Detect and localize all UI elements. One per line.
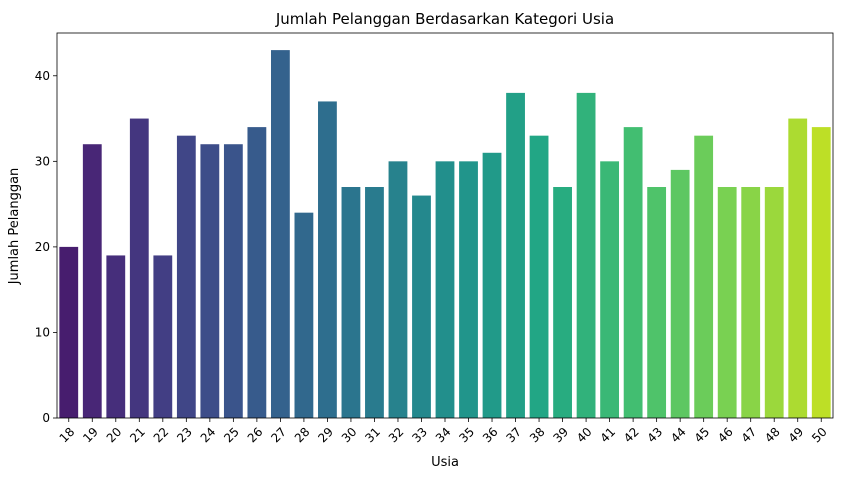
x-tick-label: 46	[715, 425, 736, 446]
bar-48	[764, 187, 784, 418]
x-tick-label: 38	[527, 425, 548, 446]
bar-30	[341, 187, 361, 418]
x-tick-label: 24	[198, 425, 219, 446]
x-tick-label: 19	[80, 425, 101, 446]
x-tick-label: 41	[597, 425, 618, 446]
x-axis-ticks: 18 19 20 21 22 23 24 25 26 27 28 29 30 31 32 33 34 35 36 37…	[57, 418, 830, 445]
x-tick-label: 33	[409, 425, 430, 446]
x-tick-label: 32	[386, 425, 407, 446]
x-tick-label: 45	[692, 425, 713, 446]
bar-33	[412, 195, 431, 418]
x-axis-label: Usia	[431, 455, 459, 470]
bar-40	[576, 92, 596, 418]
bar-27	[270, 50, 290, 419]
bar-23	[176, 135, 196, 419]
bar-50	[811, 127, 831, 419]
x-tick-label: 23	[174, 425, 195, 446]
x-tick-label: 25	[221, 425, 242, 446]
bar-47	[741, 187, 761, 418]
bar-29	[318, 101, 337, 418]
y-tick-label: 40	[35, 69, 50, 83]
bar-39	[553, 187, 572, 418]
y-tick-label: 30	[35, 154, 50, 168]
bar-19	[82, 144, 102, 418]
bar-44	[670, 169, 690, 418]
bar-38	[529, 135, 549, 419]
x-tick-label: 30	[339, 425, 360, 446]
x-tick-label: 22	[151, 425, 172, 446]
bar-35	[459, 161, 478, 418]
x-tick-label: 29	[315, 425, 336, 446]
y-tick-label: 10	[35, 325, 50, 339]
bar-43	[647, 187, 667, 418]
bar-21	[129, 118, 149, 418]
x-tick-label: 43	[645, 425, 666, 446]
x-tick-label: 21	[127, 425, 148, 446]
x-tick-label: 26	[245, 425, 266, 446]
bar-42	[623, 127, 643, 419]
x-tick-label: 27	[268, 425, 289, 446]
plot-frame	[56, 32, 834, 419]
x-tick-label: 50	[809, 425, 830, 446]
bar-45	[694, 135, 714, 419]
x-tick-label: 42	[621, 425, 642, 446]
y-axis-ticks: 0 10 20 30 40	[35, 69, 57, 425]
bar-37	[506, 92, 525, 418]
x-tick-label: 34	[433, 425, 454, 446]
bar-22	[153, 255, 173, 418]
x-tick-label: 40	[574, 425, 595, 446]
bar-26	[247, 127, 267, 419]
x-tick-label: 20	[104, 425, 125, 446]
x-tick-label: 49	[786, 425, 807, 446]
x-tick-label: 28	[292, 425, 313, 446]
x-tick-label: 47	[739, 425, 760, 446]
bar-24	[200, 144, 220, 418]
y-axis-label: Jumlah Pelanggan	[7, 168, 22, 286]
x-tick-label: 48	[762, 425, 783, 446]
bar-32	[388, 161, 408, 418]
x-tick-label: 44	[668, 425, 689, 446]
x-tick-label: 37	[503, 425, 524, 446]
bar-31	[365, 187, 384, 418]
bar-34	[435, 161, 455, 418]
chart-title: Jumlah Pelanggan Berdasarkan Kategori Us…	[275, 10, 614, 28]
bars-layer	[59, 50, 831, 419]
bar-28	[294, 212, 314, 418]
bar-41	[600, 161, 620, 418]
x-tick-label: 39	[550, 425, 571, 446]
bar-46	[717, 187, 737, 418]
x-tick-label: 31	[362, 425, 383, 446]
x-tick-label: 35	[456, 425, 477, 446]
y-tick-label: 0	[42, 411, 50, 425]
x-tick-label: 36	[480, 425, 501, 446]
x-tick-label: 18	[57, 425, 78, 446]
bar-20	[106, 255, 126, 418]
bar-49	[788, 118, 808, 418]
y-tick-label: 20	[35, 240, 50, 254]
bar-25	[223, 144, 243, 418]
bar-36	[482, 152, 502, 418]
bar-18	[59, 246, 79, 418]
